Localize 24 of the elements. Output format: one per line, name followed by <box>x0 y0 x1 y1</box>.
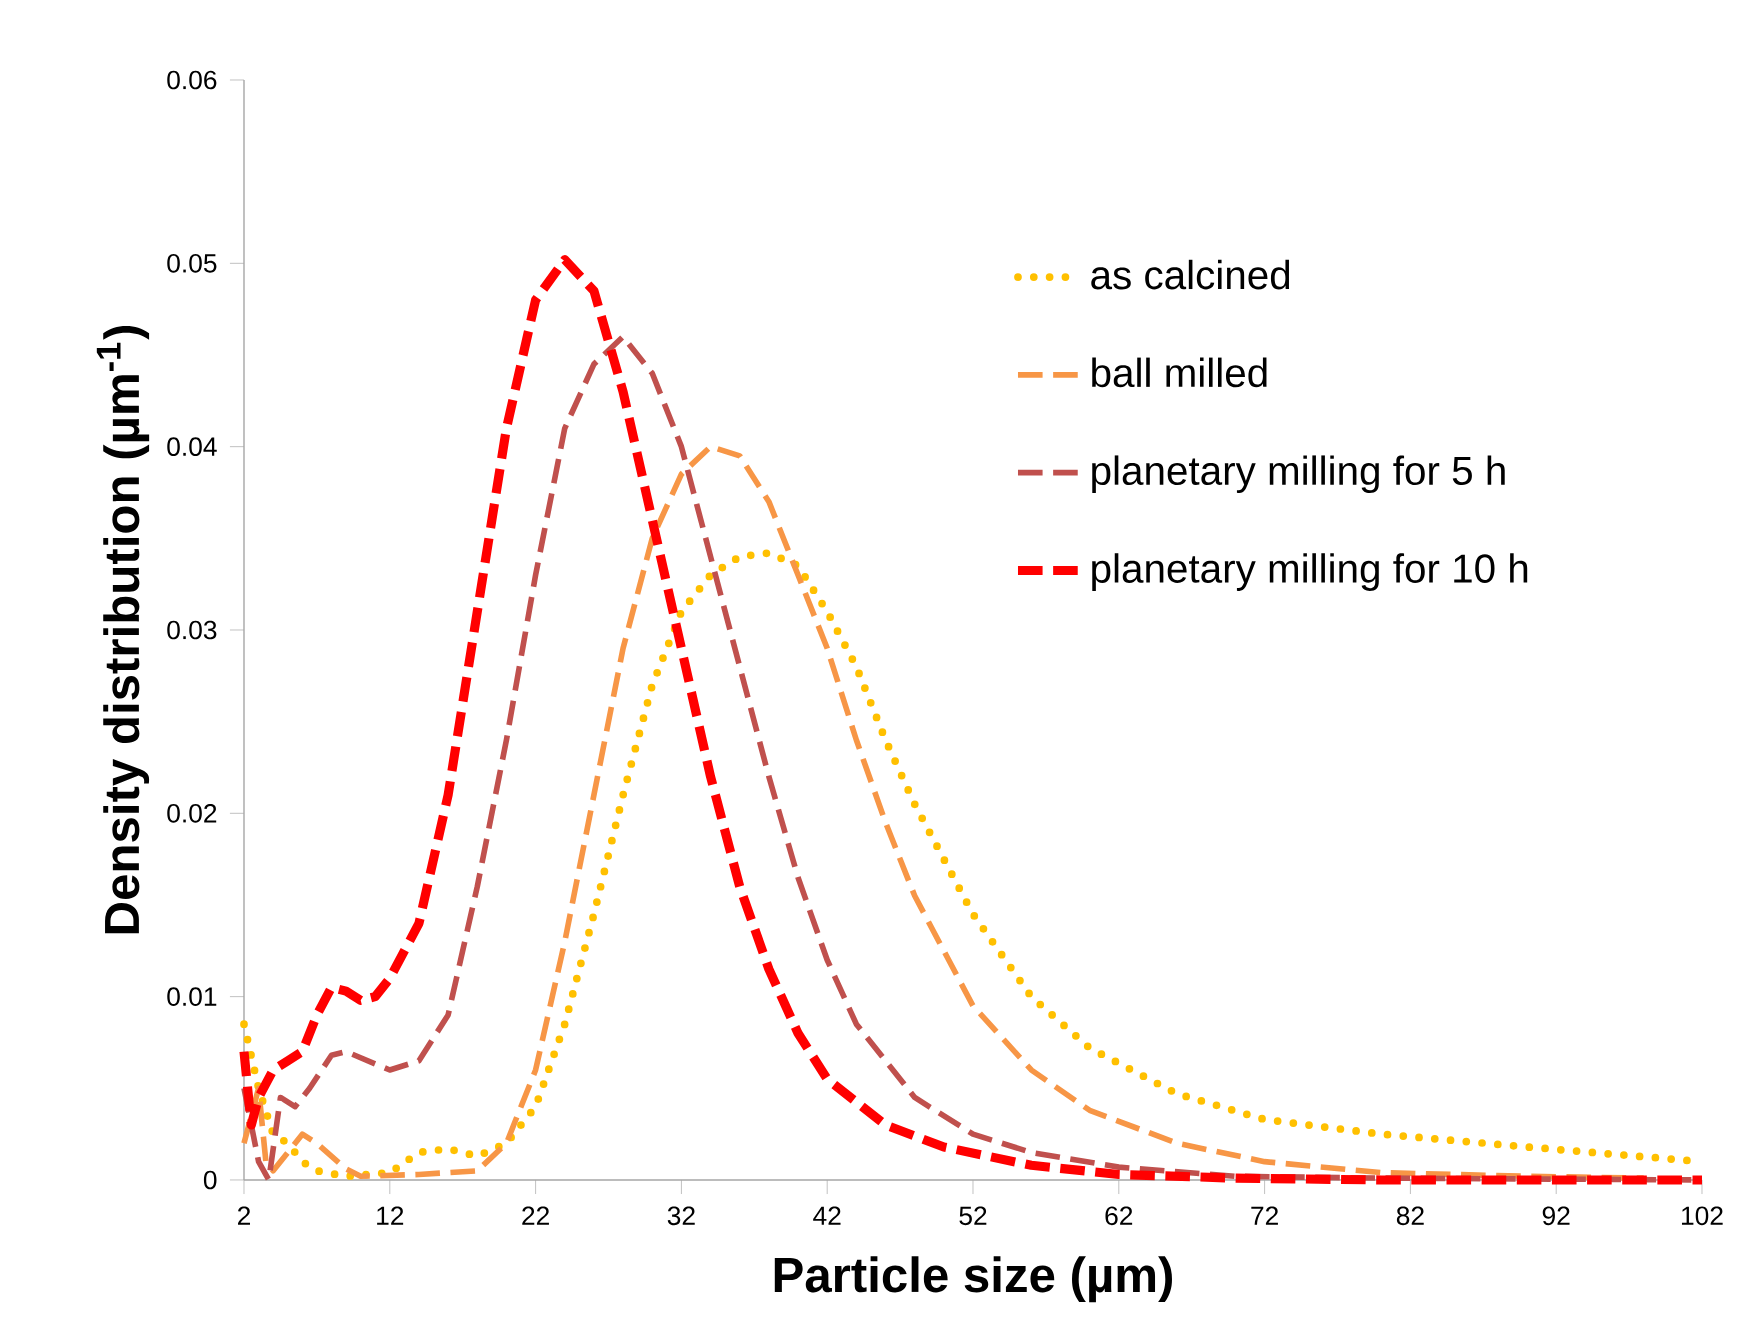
legend-label: as calcined <box>1091 259 1290 290</box>
x-tick-label: 102 <box>1681 1206 1723 1226</box>
legend-label: ball milled <box>1092 357 1267 388</box>
x-tick-label: 12 <box>377 1206 404 1225</box>
y-axis-title: Density distribution (µm$^{-1}$) <box>96 325 150 934</box>
legend-label: planetary milling for 5 h <box>1092 455 1505 494</box>
y-tick-label: 0.02 <box>167 803 217 823</box>
x-tick-label: 42 <box>813 1206 841 1225</box>
x-tick-label: 2 <box>238 1206 251 1225</box>
y-tick-label: 0.01 <box>167 987 217 1006</box>
y-tick-label: 0.06 <box>167 70 217 90</box>
x-tick-label: 32 <box>667 1206 695 1226</box>
y-tick-label: 0.05 <box>167 254 217 273</box>
x-axis-title: Particle size (µm) <box>774 1256 1172 1303</box>
legend-label: planetary milling for 10 h <box>1092 553 1528 591</box>
y-tick-label: 0.03 <box>167 620 217 640</box>
x-tick-label: 62 <box>1105 1206 1133 1226</box>
x-tick-label: 22 <box>522 1206 549 1225</box>
x-tick-label: 92 <box>1542 1206 1570 1226</box>
x-tick-label: 52 <box>959 1206 987 1226</box>
x-tick-label: 72 <box>1251 1206 1278 1225</box>
y-tick-label: 0 <box>203 1170 217 1190</box>
x-tick-label: 82 <box>1396 1206 1424 1226</box>
y-tick-label: 0.04 <box>167 437 217 457</box>
